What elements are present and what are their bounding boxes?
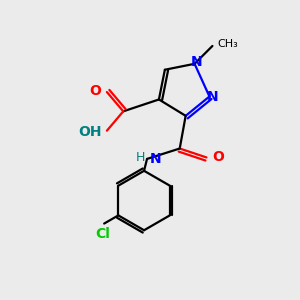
Text: O: O	[212, 150, 224, 164]
Text: N: N	[190, 55, 202, 69]
Text: CH₃: CH₃	[218, 40, 238, 50]
Text: O: O	[90, 84, 102, 98]
Text: Cl: Cl	[95, 227, 110, 241]
Text: OH: OH	[78, 125, 102, 139]
Text: N: N	[150, 152, 162, 166]
Text: H: H	[136, 151, 146, 164]
Text: N: N	[207, 89, 218, 103]
